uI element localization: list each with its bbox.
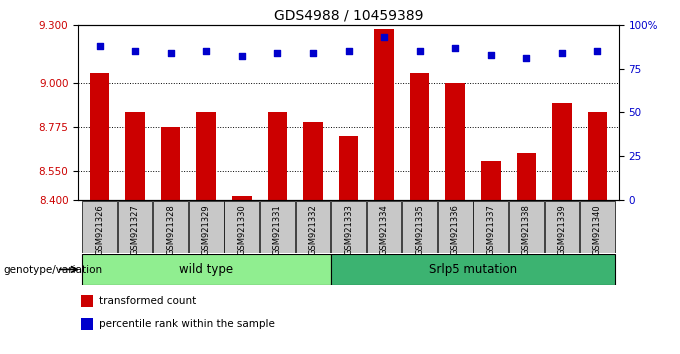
- Text: GSM921327: GSM921327: [131, 204, 139, 255]
- Bar: [374, 29, 394, 200]
- Bar: [552, 103, 572, 200]
- Bar: [331, 201, 366, 253]
- Text: GSM921332: GSM921332: [309, 204, 318, 255]
- Text: GSM921339: GSM921339: [558, 204, 566, 255]
- Point: [307, 50, 318, 56]
- Text: GSM921330: GSM921330: [237, 204, 246, 255]
- Bar: [197, 113, 216, 200]
- Bar: [90, 73, 109, 200]
- Bar: [481, 161, 500, 200]
- Bar: [330, 254, 615, 285]
- Bar: [517, 153, 536, 200]
- Bar: [588, 113, 607, 200]
- Bar: [154, 201, 188, 253]
- Text: GSM921334: GSM921334: [379, 204, 388, 255]
- Point: [201, 48, 211, 54]
- Point: [272, 50, 283, 56]
- Bar: [438, 201, 473, 253]
- Point: [449, 45, 460, 50]
- Text: percentile rank within the sample: percentile rank within the sample: [99, 319, 275, 330]
- Bar: [81, 295, 92, 307]
- Bar: [303, 122, 323, 200]
- Bar: [296, 201, 330, 253]
- Text: transformed count: transformed count: [99, 296, 196, 306]
- Bar: [82, 254, 330, 285]
- Point: [592, 48, 603, 54]
- Bar: [81, 318, 92, 331]
- Bar: [445, 83, 465, 200]
- Point: [379, 34, 390, 40]
- Bar: [268, 113, 287, 200]
- Bar: [232, 196, 252, 200]
- Bar: [260, 201, 294, 253]
- Text: Srlp5 mutation: Srlp5 mutation: [429, 263, 517, 276]
- Text: wild type: wild type: [179, 263, 233, 276]
- Text: GSM921331: GSM921331: [273, 204, 282, 255]
- Point: [94, 43, 105, 48]
- Point: [237, 53, 248, 59]
- Text: GSM921340: GSM921340: [593, 204, 602, 255]
- Point: [130, 48, 141, 54]
- Bar: [410, 73, 429, 200]
- Text: GSM921333: GSM921333: [344, 204, 353, 255]
- Point: [521, 55, 532, 61]
- Point: [165, 50, 176, 56]
- Bar: [473, 201, 508, 253]
- Point: [486, 52, 496, 57]
- Text: GSM921337: GSM921337: [486, 204, 495, 255]
- Bar: [125, 113, 145, 200]
- Point: [414, 48, 425, 54]
- Text: GSM921326: GSM921326: [95, 204, 104, 255]
- Bar: [580, 201, 615, 253]
- Text: GSM921335: GSM921335: [415, 204, 424, 255]
- Text: GSM921336: GSM921336: [451, 204, 460, 255]
- Text: GSM921329: GSM921329: [202, 204, 211, 255]
- Bar: [339, 136, 358, 200]
- Bar: [82, 201, 117, 253]
- Bar: [367, 201, 401, 253]
- Bar: [189, 201, 224, 253]
- Bar: [545, 201, 579, 253]
- Bar: [403, 201, 437, 253]
- Point: [556, 50, 567, 56]
- Bar: [509, 201, 543, 253]
- Text: GSM921328: GSM921328: [166, 204, 175, 255]
- Bar: [224, 201, 259, 253]
- Bar: [118, 201, 152, 253]
- Text: genotype/variation: genotype/variation: [3, 265, 103, 275]
- Bar: [161, 127, 180, 200]
- Text: GSM921338: GSM921338: [522, 204, 531, 255]
- Point: [343, 48, 354, 54]
- Title: GDS4988 / 10459389: GDS4988 / 10459389: [274, 8, 423, 22]
